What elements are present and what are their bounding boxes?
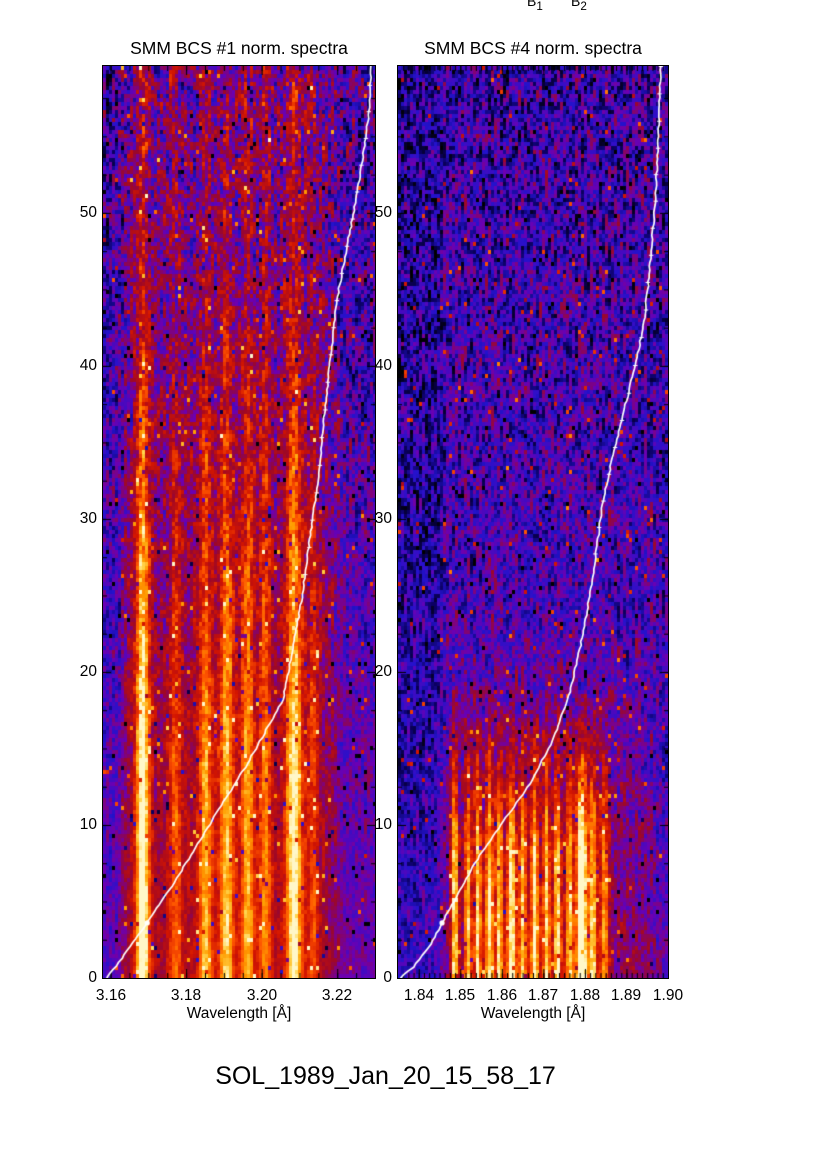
cropped-label-b1-base: B	[527, 0, 537, 9]
plot1-xtick-label: 3.18	[170, 987, 202, 1004]
plot1-xaxis-label: Wavelength [Å]	[186, 1005, 292, 1022]
plot2-ytick-label: 20	[374, 663, 392, 680]
plot2-ytick-label: 10	[374, 816, 392, 833]
plot1-ytick-label: 30	[79, 510, 97, 527]
plot2-title: SMM BCS #4 norm. spectra	[424, 38, 642, 58]
cropped-label-b1: B1	[527, 0, 543, 13]
plot2-xtick-label: 1.84	[403, 987, 435, 1004]
plot1-xtick-label: 3.20	[246, 987, 278, 1004]
plot2-ytick-label: 50	[374, 204, 392, 221]
plot1-ytick-label: 20	[79, 663, 97, 680]
plot1-xtick-label: 3.16	[95, 987, 127, 1004]
plot1-title: SMM BCS #1 norm. spectra	[130, 38, 348, 58]
plot2-xtick-label: 1.86	[486, 987, 518, 1004]
plot2-ytick-label: 40	[374, 357, 392, 374]
plot1-ytick-label: 10	[79, 816, 97, 833]
plot1-ytick-label: 50	[79, 204, 97, 221]
figure-caption: SOL_1989_Jan_20_15_58_17	[215, 1062, 556, 1090]
plot2-xtick-label: 1.90	[652, 987, 684, 1004]
cropped-label-b1-sub: 1	[536, 0, 543, 13]
plot2-spectrogram-heatmap	[397, 65, 669, 979]
cropped-label-b2-sub: 2	[580, 0, 587, 13]
plot2-xtick-label: 1.85	[444, 987, 476, 1004]
plot2-ytick-label: 30	[374, 510, 392, 527]
cropped-label-b2-base: B	[571, 0, 581, 9]
plot1-spectrogram-heatmap	[102, 65, 376, 979]
plot1-ytick-label: 40	[79, 357, 97, 374]
plot1-ytick-label: 0	[88, 969, 97, 986]
plot2-xtick-label: 1.89	[610, 987, 642, 1004]
plot1-xtick-label: 3.22	[321, 987, 353, 1004]
plot2-xtick-label: 1.88	[569, 987, 601, 1004]
plot2-xtick-label: 1.87	[527, 987, 559, 1004]
plot2-ytick-label: 0	[383, 969, 392, 986]
plot2-xaxis-label: Wavelength [Å]	[480, 1005, 586, 1022]
cropped-label-b2: B2	[571, 0, 587, 13]
